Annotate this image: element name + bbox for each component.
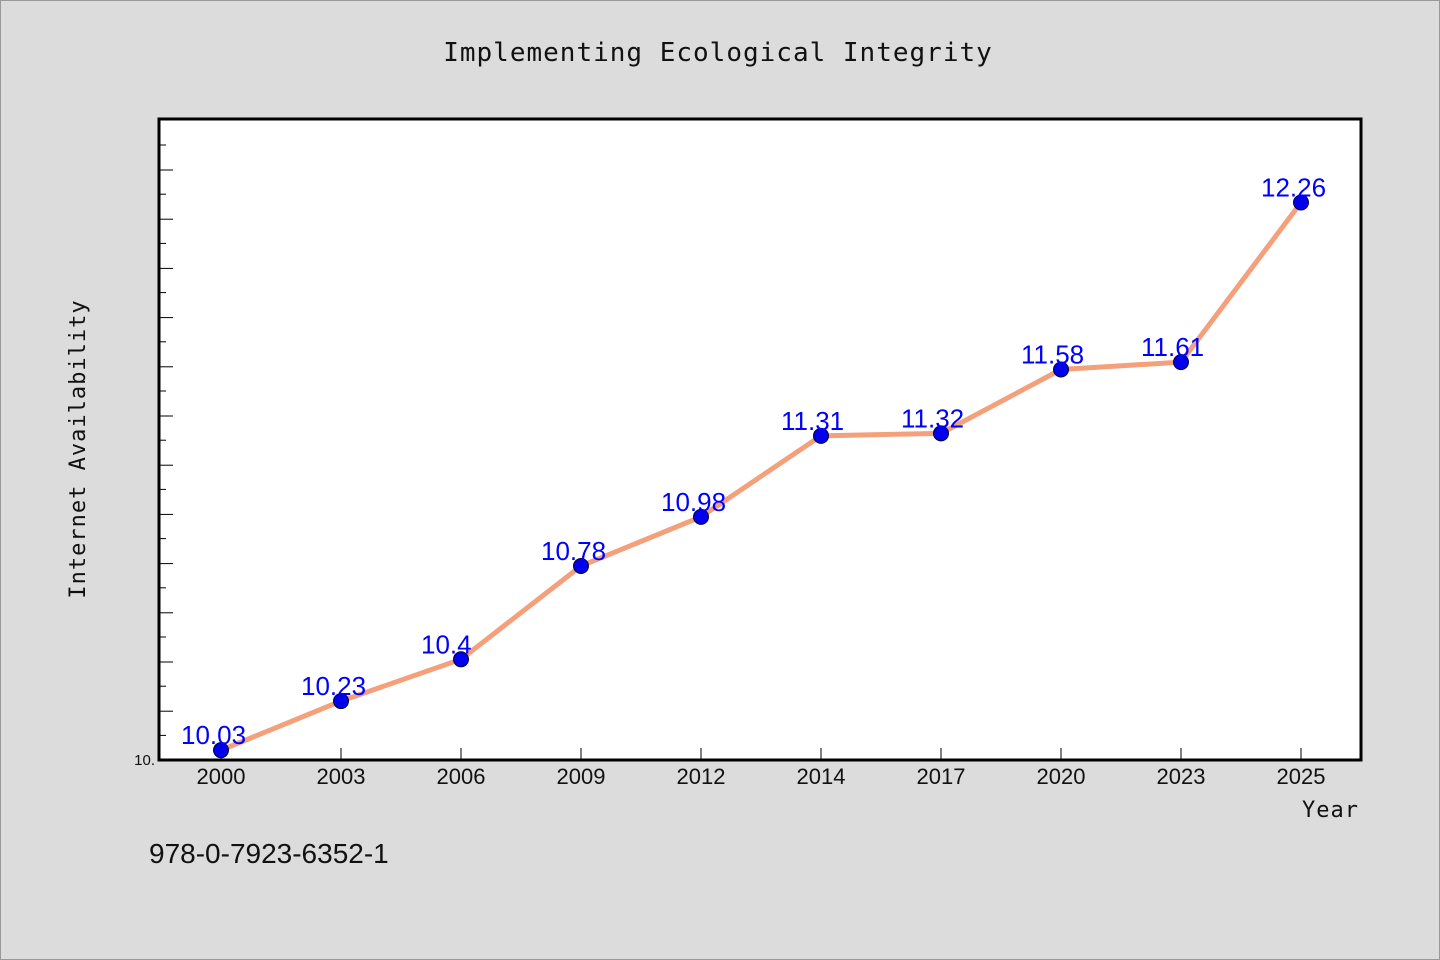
x-tick-label: 2012: [677, 764, 726, 789]
x-tick-label: 2023: [1157, 764, 1206, 789]
data-label: 12.26: [1261, 173, 1326, 203]
data-label: 11.32: [901, 403, 964, 433]
data-point: [213, 742, 229, 759]
x-tick-label: 2017: [917, 764, 966, 789]
data-point: [1293, 194, 1309, 211]
data-point: [813, 427, 829, 444]
data-point: [453, 651, 469, 668]
data-point: [933, 425, 949, 442]
x-tick-label: 2006: [437, 764, 486, 789]
data-point: [573, 557, 589, 574]
data-label: 10.23: [301, 671, 366, 701]
data-label: 11.31: [781, 406, 844, 436]
data-point: [1173, 354, 1189, 371]
data-label: 10.98: [661, 487, 726, 517]
y-tick-label: 10.: [134, 752, 155, 769]
y-axis-ticks: 10.: [134, 144, 173, 769]
chart-title: Implementing Ecological Integrity: [443, 38, 993, 68]
data-label: 10.4: [421, 629, 472, 659]
plot-area: [157, 117, 1363, 762]
data-label: 10.78: [541, 536, 606, 566]
x-axis-label: Year: [1302, 798, 1359, 823]
series-line: [218, 200, 1304, 753]
data-label: 11.61: [1141, 332, 1204, 362]
data-labels-layer: 10.03 10.23 10.4 10.78 10.98 11.31 11.32 11.58 1…: [181, 173, 1326, 751]
data-point: [1053, 361, 1069, 378]
x-tick-label: 2009: [557, 764, 606, 789]
data-point: [333, 693, 349, 710]
x-tick-label: 2003: [317, 764, 366, 789]
y-axis-label: Internet Availability: [66, 299, 91, 598]
footer-code: 978-0-7923-6352-1: [149, 838, 389, 869]
x-tick-label: 2025: [1277, 764, 1326, 789]
x-axis-ticks: 2000 2003 2006 2009 2012 2014 2017 2020 2023 2025: [197, 748, 1326, 789]
x-tick-label: 2020: [1037, 764, 1086, 789]
x-tick-label: 2014: [797, 764, 846, 789]
data-point: [693, 508, 709, 525]
data-label: 10.03: [181, 720, 246, 750]
series-layer: [213, 194, 1309, 759]
x-tick-label: 2000: [197, 764, 246, 789]
data-label: 11.58: [1021, 340, 1084, 370]
